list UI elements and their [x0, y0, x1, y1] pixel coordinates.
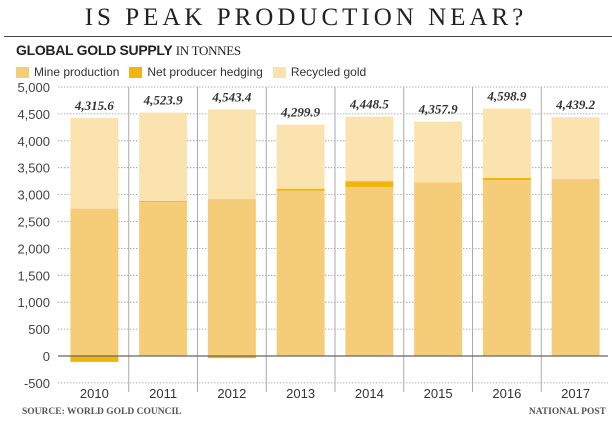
subtitle-unit: IN TONNES — [175, 43, 241, 58]
legend-swatch-recycled — [272, 66, 286, 78]
source-note: SOURCE: WORLD GOLD COUNCIL — [22, 407, 182, 417]
x-tick-label: 2011 — [149, 386, 177, 401]
bar-mine-production — [482, 180, 531, 356]
legend-swatch-hedging — [129, 66, 143, 78]
bar-net-producer-hedging — [482, 177, 531, 181]
y-tick-label: 3,000 — [17, 188, 50, 203]
x-tick-label: 2016 — [492, 386, 521, 401]
y-tick-label: 500 — [28, 322, 50, 337]
bar-mine-production — [414, 182, 463, 356]
legend-label-mine: Mine production — [34, 65, 120, 79]
x-tick-label: 2015 — [424, 386, 453, 401]
total-data-label: 4,315.6 — [74, 98, 115, 113]
bar-mine-production — [345, 187, 394, 356]
bar-mine-production — [139, 202, 188, 356]
bar-net-producer-hedging — [70, 356, 119, 362]
chart-subtitle: GLOBAL GOLD SUPPLY IN TONNES — [16, 42, 241, 59]
x-tick-label: 2012 — [217, 386, 246, 401]
bar-net-producer-hedging — [139, 201, 188, 203]
bar-recycled-gold — [276, 124, 325, 189]
legend-item-hedging: Net producer hedging — [129, 65, 263, 79]
bar-recycled-gold — [482, 108, 531, 178]
bar-recycled-gold — [207, 109, 256, 199]
total-data-label: 4,357.9 — [418, 102, 459, 117]
x-tick-label: 2017 — [561, 386, 590, 401]
x-tick-label: 2013 — [286, 386, 315, 401]
total-data-label: 4,439.2 — [555, 97, 596, 112]
bar-net-producer-hedging — [276, 188, 325, 191]
publisher-credit: NATIONAL POST — [528, 407, 606, 417]
bar-net-producer-hedging — [345, 181, 394, 188]
legend-swatch-mine — [16, 66, 29, 78]
legend: Mine production Net producer hedging Rec… — [16, 65, 366, 79]
total-data-label: 4,448.5 — [349, 97, 390, 112]
y-tick-label: 2,000 — [17, 241, 50, 256]
bar-mine-production — [207, 198, 256, 356]
y-tick-label: 5,000 — [17, 80, 50, 95]
legend-item-mine: Mine production — [16, 65, 119, 79]
bar-recycled-gold — [139, 112, 188, 202]
y-tick-label: 1,500 — [17, 268, 50, 283]
bar-mine-production — [70, 208, 119, 356]
x-tick-label: 2010 — [80, 386, 109, 401]
y-tick-label: 4,000 — [17, 134, 50, 149]
chart-title: IS PEAK PRODUCTION NEAR? — [84, 4, 528, 31]
y-tick-label: -500 — [24, 376, 50, 391]
bar-recycled-gold — [70, 117, 119, 209]
bar-recycled-gold — [551, 117, 600, 179]
total-data-label: 4,543.4 — [211, 89, 252, 104]
title-divider — [4, 36, 612, 37]
bar-net-producer-hedging — [207, 356, 256, 359]
y-tick-label: 0 — [43, 349, 50, 364]
y-tick-label: 4,500 — [17, 107, 50, 122]
y-tick-label: 3,500 — [17, 161, 50, 176]
bar-mine-production — [276, 190, 325, 356]
y-tick-label: 1,000 — [17, 295, 50, 310]
bar-recycled-gold — [345, 116, 394, 182]
total-data-label: 4,523.9 — [143, 93, 184, 108]
legend-label-recycled: Recycled gold — [290, 65, 367, 79]
legend-item-recycled: Recycled gold — [272, 65, 367, 79]
y-tick-label: 2,500 — [17, 215, 50, 230]
x-tick-label: 2014 — [355, 386, 384, 401]
total-data-label: 4,598.9 — [486, 89, 527, 104]
legend-label-hedging: Net producer hedging — [147, 65, 263, 79]
bar-mine-production — [551, 178, 600, 356]
bar-recycled-gold — [414, 121, 463, 183]
total-data-label: 4,299.9 — [280, 105, 321, 120]
subtitle-text: GLOBAL GOLD SUPPLY — [16, 42, 173, 58]
